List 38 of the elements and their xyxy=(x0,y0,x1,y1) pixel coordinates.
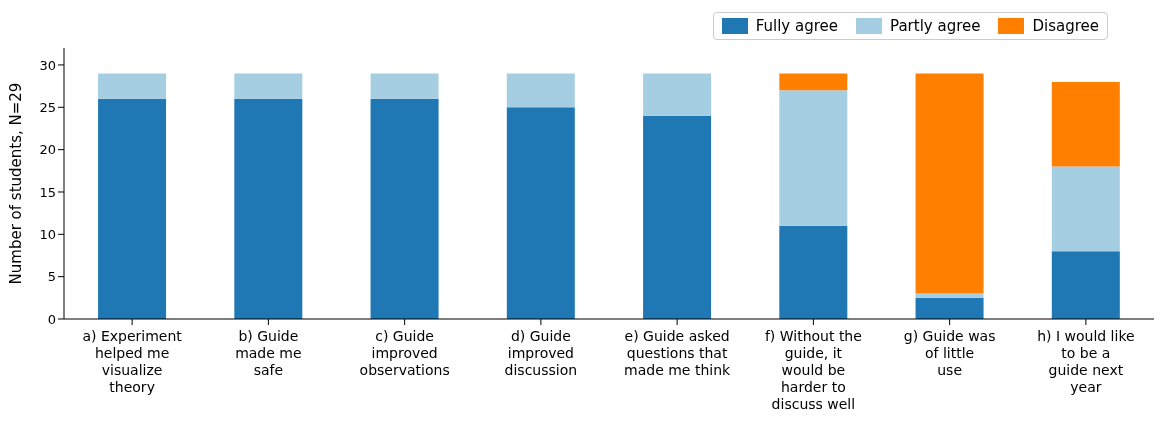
y-tick-label: 30 xyxy=(39,57,56,73)
x-tick-label: g) Guide was of little use xyxy=(903,328,996,378)
bar xyxy=(915,73,984,294)
y-tick-label: 20 xyxy=(39,142,56,158)
bar xyxy=(915,297,984,319)
bar xyxy=(1051,166,1120,252)
bar xyxy=(506,73,575,108)
legend-label: Partly agree xyxy=(890,17,981,35)
x-tick-label: h) I would like to be a guide next year xyxy=(1037,328,1135,395)
bar xyxy=(779,225,848,319)
bar xyxy=(1051,251,1120,319)
legend-label: Disagree xyxy=(1032,17,1099,35)
bar xyxy=(370,98,439,319)
y-tick-label: 5 xyxy=(47,269,56,285)
y-tick-label: 0 xyxy=(47,311,56,327)
bar xyxy=(234,98,303,319)
y-tick-label: 25 xyxy=(39,99,56,115)
bar xyxy=(915,293,984,298)
y-axis-title: Number of students, N=29 xyxy=(7,82,26,285)
bar xyxy=(234,73,303,99)
x-tick-label: f) Without the guide, it would be harder to discuss well xyxy=(764,328,862,412)
x-tick-label: e) Guide asked questions that made me think xyxy=(624,328,732,378)
bar xyxy=(98,73,167,99)
bar xyxy=(779,90,848,226)
bar xyxy=(1051,81,1120,167)
x-tick-label: a) Experiment helped me visualize theory xyxy=(82,328,183,395)
bar xyxy=(98,98,167,319)
x-tick-label: d) Guide improved discussion xyxy=(504,328,578,378)
bar xyxy=(506,107,575,319)
bar xyxy=(643,73,712,116)
bar xyxy=(643,115,712,319)
y-tick-label: 15 xyxy=(39,184,56,200)
bar xyxy=(370,73,439,99)
bar xyxy=(779,73,848,91)
legend-label: Fully agree xyxy=(755,17,839,35)
x-tick-label: c) Guide improved observations xyxy=(359,328,450,378)
y-tick-label: 10 xyxy=(39,226,56,242)
x-tick-label: b) Guide made me safe xyxy=(235,328,302,378)
